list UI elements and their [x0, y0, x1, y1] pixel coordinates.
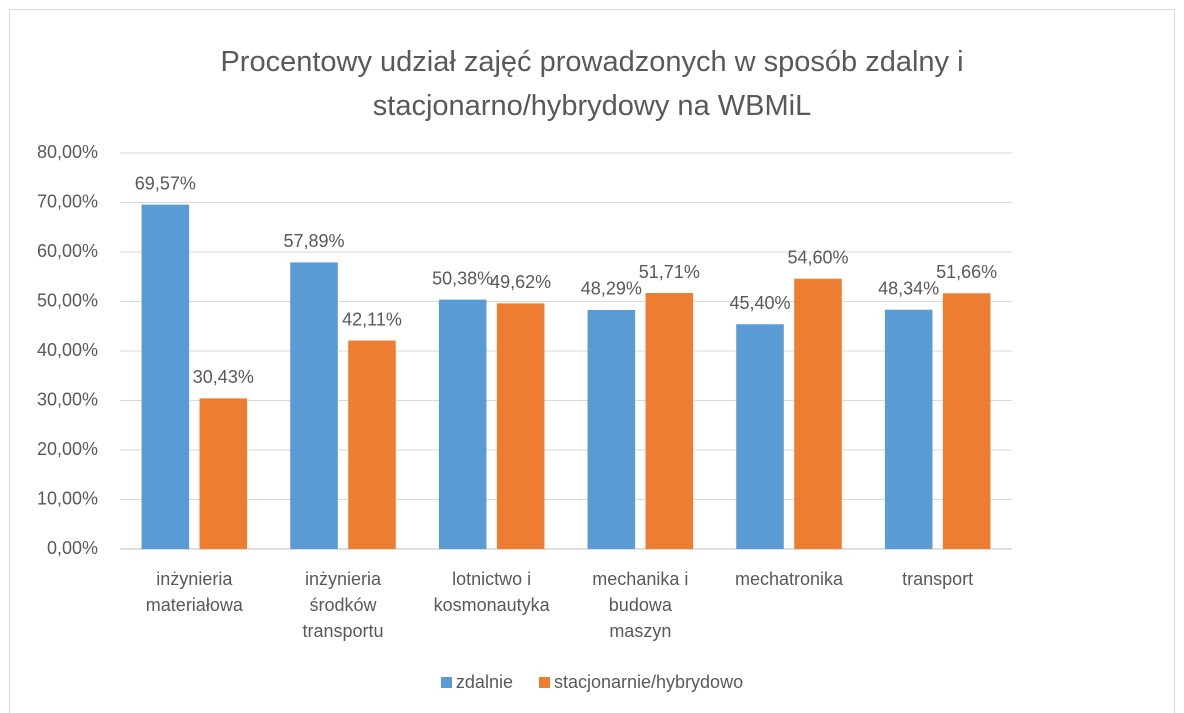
bar: [645, 293, 694, 549]
bar: [884, 309, 933, 549]
bar: [794, 278, 842, 549]
legend-swatch: [440, 677, 452, 688]
y-tick-label: 70,00%: [37, 191, 98, 211]
x-tick-label: inżynieria materiałowa: [145, 569, 243, 615]
y-tick-label: 10,00%: [37, 488, 98, 508]
data-label: 51,71%: [639, 262, 700, 282]
legend-label: stacjonarnie/hybrydowo: [553, 672, 744, 692]
legend-item: stacjonarnie/hybrydowo: [538, 672, 744, 693]
bar: [496, 303, 545, 549]
x-tick-label: lotnictwo i kosmonautyka: [433, 569, 550, 615]
data-label: 57,89%: [283, 231, 344, 251]
data-label: 51,66%: [936, 262, 997, 282]
data-label: 54,60%: [787, 247, 848, 267]
data-label: 49,62%: [490, 272, 551, 292]
bar: [348, 340, 396, 549]
x-tick-label: inżynieria środków transportu: [302, 569, 384, 641]
y-tick-label: 60,00%: [37, 241, 98, 261]
chart-title: Procentowy udział zajęć prowadzonych w s…: [220, 46, 964, 122]
y-tick-label: 50,00%: [37, 290, 98, 310]
x-tick-label: mechatronika: [734, 569, 844, 589]
y-tick-label: 80,00%: [37, 142, 98, 162]
bar: [736, 324, 784, 549]
data-label: 45,40%: [729, 293, 790, 313]
legend-swatch: [538, 677, 550, 688]
x-tick-label: transport: [902, 569, 974, 589]
bar: [587, 309, 636, 549]
bar: [199, 398, 248, 549]
legend-item: zdalnie: [440, 672, 513, 693]
data-label: 50,38%: [432, 268, 493, 288]
y-tick-label: 20,00%: [37, 439, 98, 459]
bar: [141, 204, 190, 550]
legend-label: zdalnie: [455, 672, 513, 692]
bar: [438, 299, 487, 549]
legend: zdalnie stacjonarnie/hybrydowo: [0, 672, 1184, 693]
bar: [290, 262, 338, 549]
y-tick-label: 30,00%: [37, 389, 98, 409]
x-tick-label: mechanika i budowa maszyn: [592, 569, 689, 641]
data-label: 48,29%: [581, 279, 642, 299]
y-tick-label: 40,00%: [37, 340, 98, 360]
data-label: 48,34%: [878, 278, 939, 298]
data-label: 30,43%: [193, 367, 254, 387]
y-tick-label: 0,00%: [47, 538, 98, 558]
data-label: 42,11%: [342, 309, 402, 329]
chart-frame: [9, 9, 1175, 713]
bar: [942, 293, 991, 549]
data-label: 69,57%: [135, 173, 196, 193]
